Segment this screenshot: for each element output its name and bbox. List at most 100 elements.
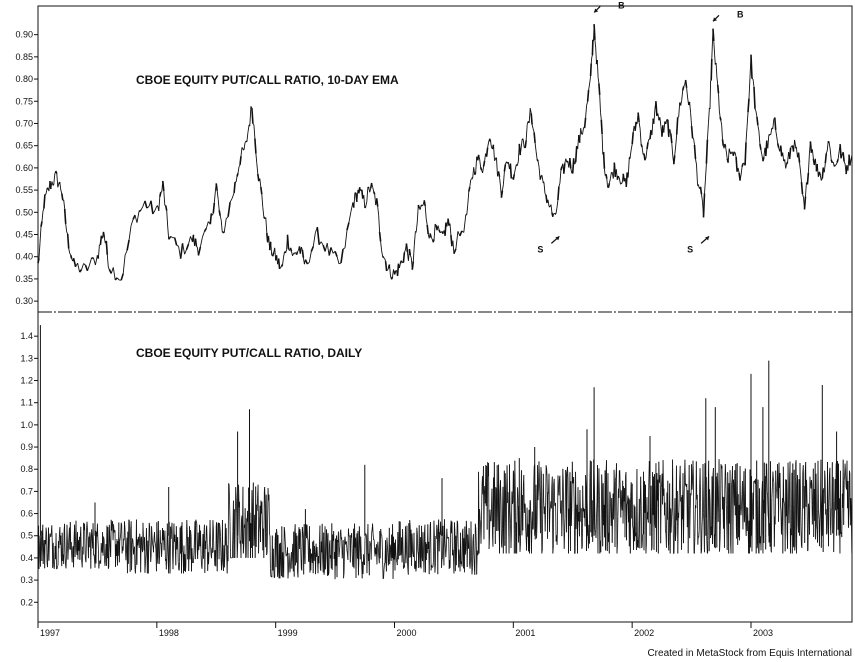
ema-line-segment [563,163,566,174]
daily-ratio-segment [406,556,409,569]
ema-line-segment [728,148,731,153]
ema-line-segment [322,245,326,252]
daily-ratio-segment [264,486,266,510]
ema-line-segment [225,216,229,219]
daily-ratio-segment [525,528,527,541]
ema-line-segment [758,130,761,145]
ema-line-segment [512,174,516,180]
ema-line-segment [776,136,779,144]
daily-ratio-segment [303,524,306,559]
daily-ratio-segment [166,523,169,547]
daily-ratio-segment [793,469,796,551]
daily-ratio-segment [844,463,846,475]
ema-line-segment [167,226,170,240]
ema-line-segment [455,231,459,249]
daily-ratio-segment [120,522,122,535]
daily-ratio-segment [436,524,438,532]
daily-ratio-segment [371,528,373,534]
ema-line-segment [550,204,553,213]
daily-ratio-segment [299,529,301,533]
daily-ratio-segment [532,528,534,530]
ema-line-segment [710,58,713,81]
ema-line-segment [128,225,132,240]
daily-ratio-segment [675,533,677,542]
daily-ratio-segment [573,476,575,508]
ema-line-segment [154,205,158,211]
daily-ratio-segment [64,555,66,566]
daily-ratio-segment [641,534,643,547]
ema-line-segment [493,144,495,161]
daily-ratio-segment [57,565,59,567]
daily-ratio-segment [291,552,293,569]
ema-line-segment [83,263,86,266]
daily-ratio-segment [51,525,53,544]
ema-line-segment [199,237,203,247]
daily-ratio-segment [232,531,234,558]
daily-ratio-segment [509,510,511,524]
daily-ratio-segment [289,567,291,573]
ema-line-segment [359,187,362,192]
ema-line-segment [434,223,437,226]
ema-line-segment [645,149,648,159]
ema-line-segment [589,63,592,77]
ema-line-segment [152,210,156,215]
ema-line-segment [420,204,423,207]
ema-line-segment [144,200,148,209]
ema-line-segment [485,147,489,157]
ema-line-segment [516,161,519,166]
ema-line-segment [571,158,575,174]
ema-line-segment [848,154,851,166]
ema-line-segment [680,100,683,106]
ema-line-segment [497,171,501,178]
ema-line-segment [412,245,415,262]
ema-line-segment [166,210,169,227]
daily-ratio-segment [170,528,172,539]
ema-line-segment [240,147,243,157]
daily-ratio-segment [474,523,476,575]
ema-line-segment [380,241,383,251]
ema-line-segment [247,125,250,133]
ema-line-segment [718,110,721,118]
ema-line-segment [409,254,412,259]
daily-ratio-segment [495,487,497,489]
ema-line-segment [72,258,77,267]
ema-line-segment [112,267,116,280]
daily-ratio-segment [421,525,423,558]
daily-ratio-segment [255,504,258,547]
daily-ratio-segment [607,473,609,543]
daily-ratio-segment [389,544,392,550]
daily-ratio-segment [245,518,248,557]
ema-line-segment [84,264,89,272]
ema-line-segment [830,159,833,164]
ema-line-segment [746,112,749,128]
ema-line-segment [433,224,436,240]
ema-line-segment [414,230,417,233]
ema-line-segment [260,186,263,195]
ema-line-segment [140,205,144,211]
daily-ratio-segment [188,544,190,572]
ema-line-segment [553,212,556,215]
daily-ratio-segment [299,529,301,549]
ema-line-segment [69,252,72,256]
ema-line-segment [827,140,830,144]
ema-line-segment [378,215,381,233]
ema-line-segment [767,135,770,149]
daily-ratio-segment [148,522,151,527]
ema-line-segment [401,260,403,263]
ema-line-segment [99,235,103,245]
daily-ratio-segment [562,479,565,516]
daily-ratio-segment [464,549,467,555]
daily-ratio-segment [811,504,814,525]
daily-ratio-segment [660,487,662,544]
ema-line-segment [184,249,187,255]
daily-ratio-segment [572,481,574,484]
daily-ratio-segment [524,503,526,505]
daily-ratio-segment [490,508,492,522]
daily-ratio-segment [540,467,542,474]
daily-ratio-segment [705,477,708,541]
daily-ratio-segment [133,549,135,555]
ema-line-segment [310,246,315,252]
ema-line-segment [582,127,585,134]
daily-ratio-segment [592,514,594,542]
daily-ratio-segment [345,541,347,543]
